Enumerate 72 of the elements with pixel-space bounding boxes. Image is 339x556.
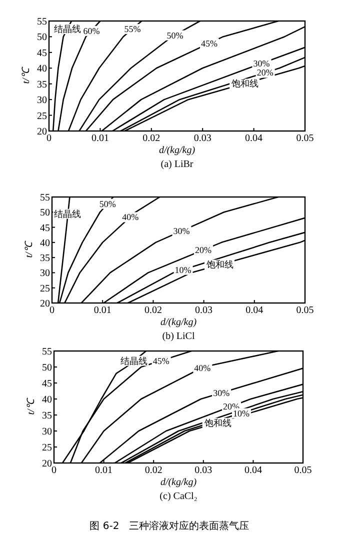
annotation: 饱和线 <box>203 418 232 428</box>
x-tick-label: 0 <box>50 305 54 316</box>
annotation: 10% <box>233 408 250 418</box>
x-tick-label: 0.04 <box>244 465 262 476</box>
y-tick-label: 35 <box>42 410 52 422</box>
x-tick-label: 0.02 <box>144 305 162 316</box>
caption: 图 6-2 三种溶液对应的表面蒸气压 <box>90 520 250 532</box>
x-axis-title: d/(kg/kg) <box>160 317 198 328</box>
x-tick-label: 0.01 <box>95 465 113 476</box>
annotation: 45% <box>201 38 218 49</box>
y-tick-label: 35 <box>40 253 50 264</box>
y-tick-label: 50 <box>40 208 50 219</box>
y-tick-label: 20 <box>37 126 47 138</box>
annotation: 50% <box>166 30 184 40</box>
x-tick-label: 0.03 <box>194 465 212 476</box>
x-axis-title: d/(kg/kg) <box>158 145 196 156</box>
text: (c) CaCl₂ <box>160 491 198 502</box>
y-tick-label: 55 <box>40 192 50 204</box>
y-tick-label: 55 <box>37 16 47 28</box>
y-tick-label: 20 <box>40 298 50 310</box>
text: (b) LiCl <box>162 331 195 342</box>
y-tick-label: 25 <box>37 110 47 122</box>
annotation: 30% <box>173 226 190 236</box>
x-tick-label: 0.03 <box>195 305 213 316</box>
annotation: 结晶线 <box>54 208 82 219</box>
annotation: 饱和线 <box>230 78 259 89</box>
y-tick-label: 45 <box>37 48 47 59</box>
y-tick-label: 25 <box>40 283 50 294</box>
x-tick-label: 0.03 <box>194 133 212 144</box>
x-tick-label: 0 <box>46 133 52 144</box>
x-tick-label: 0.01 <box>91 133 109 144</box>
annotation: 20% <box>256 68 274 78</box>
y-tick-label: 35 <box>37 79 47 90</box>
annotation: 20% <box>195 245 212 256</box>
annotation: 60% <box>83 26 100 36</box>
y-tick-label: 50 <box>37 32 47 44</box>
y-axis-title: t/℃ <box>26 397 37 415</box>
annotation: 55% <box>124 24 142 34</box>
x-axis-title: d/(kg/kg) <box>160 477 198 488</box>
y-axis-title: t/℃ <box>21 66 32 84</box>
x-tick-label: 0.05 <box>294 465 312 476</box>
y-tick-label: 55 <box>42 346 52 358</box>
x-tick-label: 0.02 <box>144 465 162 476</box>
y-tick-label: 40 <box>42 394 52 406</box>
y-tick-label: 30 <box>42 426 52 438</box>
annotation: 结晶线 <box>120 356 148 366</box>
y-tick-label: 40 <box>37 64 47 75</box>
y-tick-label: 30 <box>40 268 50 280</box>
annotation: 50% <box>99 198 116 209</box>
annotation: 饱和线 <box>205 260 234 270</box>
x-tick-label: 0.04 <box>245 133 263 144</box>
y-tick-label: 50 <box>42 362 52 374</box>
x-tick-label: 0 <box>52 465 56 476</box>
annotation: 结晶线 <box>54 24 81 34</box>
y-tick-label: 45 <box>42 378 52 390</box>
y-tick-label: 30 <box>37 95 47 106</box>
annotation: 30% <box>213 388 230 398</box>
annotation: 10% <box>174 264 192 275</box>
x-tick-label: 0.05 <box>296 305 314 316</box>
y-tick-label: 45 <box>40 222 50 234</box>
annotation: 40% <box>122 212 140 222</box>
y-tick-label: 25 <box>42 442 52 454</box>
annotation: 45% <box>152 356 170 366</box>
y-axis-title: t/℃ <box>24 240 35 258</box>
x-tick-label: 0.04 <box>246 305 264 316</box>
y-tick-label: 40 <box>40 238 50 249</box>
y-tick-label: 20 <box>42 458 52 470</box>
x-tick-label: 0.01 <box>94 305 112 316</box>
annotation: 30% <box>253 58 270 69</box>
x-tick-label: 0.02 <box>142 133 160 144</box>
text: (a) LiBr <box>160 159 194 170</box>
x-tick-label: 0.05 <box>296 133 314 144</box>
